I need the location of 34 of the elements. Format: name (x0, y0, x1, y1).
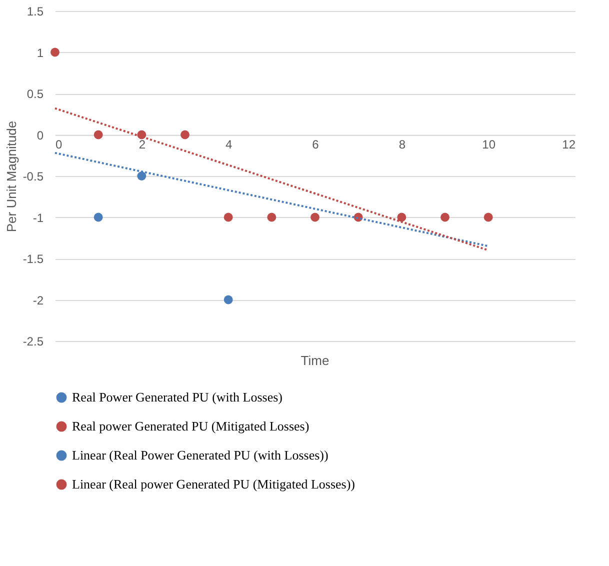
x-tick-label: 8 (398, 137, 406, 152)
y-tick-label: -1 (32, 210, 44, 225)
point (137, 172, 146, 180)
y-tick-label: -2.5 (22, 334, 44, 348)
point (267, 212, 276, 222)
point (224, 212, 233, 222)
point (484, 212, 493, 222)
point (310, 212, 320, 222)
legend-label: Real Power Generated PU (with Losses) (72, 390, 282, 404)
x-tick-label: 4 (225, 137, 232, 152)
point (94, 212, 103, 222)
point (50, 48, 60, 57)
y-axis-title: Per Unit Magnitude (4, 120, 19, 232)
y-tick-label: 0.5 (26, 87, 44, 101)
x-tick-label: 12 (562, 137, 576, 152)
y-tick-label: 0 (36, 128, 44, 142)
y-tick-label: 1.5 (26, 4, 44, 18)
x-tick-label: 2 (138, 137, 146, 152)
y-tick-label: 1 (36, 46, 44, 60)
point (224, 295, 233, 304)
y-tick-label: -2 (32, 293, 44, 308)
point (440, 212, 450, 222)
x-tick-label: 0 (56, 137, 62, 152)
y-tick-label: -0.5 (22, 170, 44, 184)
y-tick-label: -1.5 (22, 252, 44, 266)
legend-label: Real power Generated PU (Mitigated Losses) (72, 418, 310, 434)
x-tick-label: 6 (312, 137, 320, 152)
point (180, 130, 190, 140)
x-tick-label: 10 (482, 137, 496, 152)
point (397, 212, 406, 222)
legend-label: Linear (Real Power Generated PU (with Losses)) (72, 448, 328, 462)
x-axis-title: Time (300, 353, 330, 368)
point (94, 130, 103, 140)
legend-label: Linear (Real power Generated PU (Mitigated Losses)) (72, 476, 356, 492)
